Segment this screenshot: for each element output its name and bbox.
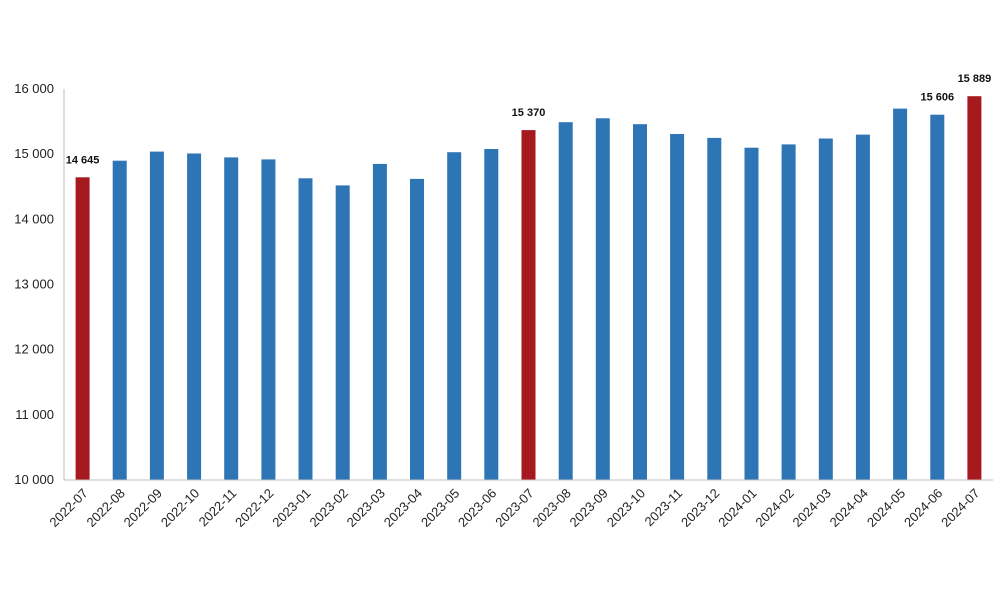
bar-2023-10 xyxy=(633,124,647,480)
bar-2023-08 xyxy=(558,122,573,480)
bar-2024-07 xyxy=(967,96,982,480)
bar-2022-07 xyxy=(75,177,90,481)
bar-2023-12 xyxy=(707,137,722,480)
bar-2024-01 xyxy=(744,147,759,480)
x-tick-label-2022-07: 2022-07 xyxy=(46,486,90,530)
bar-2023-11 xyxy=(670,134,685,480)
bar-2023-09 xyxy=(595,118,610,481)
bar-2024-02 xyxy=(781,144,796,480)
bar-2024-03 xyxy=(818,138,833,480)
bar-2023-01 xyxy=(298,178,313,481)
bar-2022-11 xyxy=(224,157,239,480)
bar-2024-05 xyxy=(893,108,908,480)
bar-2024-04 xyxy=(855,134,870,480)
bar-2023-05 xyxy=(447,152,462,480)
bar-2023-04 xyxy=(410,178,424,480)
x-tick-label-2024-03: 2024-03 xyxy=(790,486,834,530)
bar-2023-06 xyxy=(484,149,499,480)
bar-2023-02 xyxy=(335,185,350,480)
y-tick-label: 14 000 xyxy=(14,211,54,226)
data-label-2024-06: 15 606 xyxy=(920,92,954,104)
x-tick-label-2024-02: 2024-02 xyxy=(752,486,796,530)
bar-2024-06 xyxy=(930,114,945,480)
bar-2022-09 xyxy=(149,151,164,480)
x-tick-label-2023-04: 2023-04 xyxy=(381,486,425,530)
bar-2022-12 xyxy=(261,159,276,480)
data-label-2023-07: 15 370 xyxy=(512,107,546,119)
x-tick-label-2024-04: 2024-04 xyxy=(827,486,871,530)
bar-2022-10 xyxy=(187,153,202,480)
y-tick-label: 16 000 xyxy=(14,81,54,96)
x-tick-label-2024-06: 2024-06 xyxy=(901,486,945,530)
x-tick-label-2022-09: 2022-09 xyxy=(121,486,165,530)
x-tick-label-2023-01: 2023-01 xyxy=(269,486,313,530)
x-tick-label-2024-05: 2024-05 xyxy=(864,486,908,530)
x-tick-label-2023-02: 2023-02 xyxy=(306,486,350,530)
bar-2023-03 xyxy=(372,163,387,480)
x-tick-label-2023-05: 2023-05 xyxy=(418,486,462,530)
x-tick-label-2023-11: 2023-11 xyxy=(642,486,686,530)
x-tick-label-2022-11: 2022-11 xyxy=(196,486,240,530)
x-tick-label-2023-10: 2023-10 xyxy=(604,486,648,530)
data-label-2022-07: 14 645 xyxy=(66,154,100,166)
x-tick-label-2023-12: 2023-12 xyxy=(678,486,722,530)
y-axis: 10 000 11 000 12 000 13 000 14 000 15 000 16 0… xyxy=(14,81,65,487)
x-tick-label-2024-01: 2024-01 xyxy=(715,486,759,530)
bar-2022-08 xyxy=(112,160,127,480)
x-tick-label-2023-07: 2023-07 xyxy=(492,486,536,530)
y-tick-label: 10 000 xyxy=(14,472,54,487)
data-label-2024-07: 15 889 xyxy=(958,73,992,85)
y-tick-label: 12 000 xyxy=(14,342,54,357)
x-tick-label-2022-12: 2022-12 xyxy=(232,486,276,530)
x-tick-label-2022-10: 2022-10 xyxy=(158,486,202,530)
x-tick-label-2023-06: 2023-06 xyxy=(455,486,499,530)
x-tick-label-2023-08: 2023-08 xyxy=(529,486,573,530)
bars xyxy=(75,96,982,481)
y-tick-label: 13 000 xyxy=(14,277,54,292)
x-tick-label-2024-07: 2024-07 xyxy=(938,486,982,530)
y-tick-label: 11 000 xyxy=(15,407,54,422)
x-axis: 2022-072022-082022-092022-102022-112022-… xyxy=(46,479,993,530)
bar-2023-07 xyxy=(521,130,536,480)
x-tick-label-2023-09: 2023-09 xyxy=(567,486,611,530)
x-tick-label-2022-08: 2022-08 xyxy=(83,486,127,530)
x-tick-label-2023-03: 2023-03 xyxy=(344,486,388,530)
data-labels: 14 645 15 370 15 606 15 889 xyxy=(66,73,991,166)
y-tick-label: 15 000 xyxy=(14,146,54,161)
